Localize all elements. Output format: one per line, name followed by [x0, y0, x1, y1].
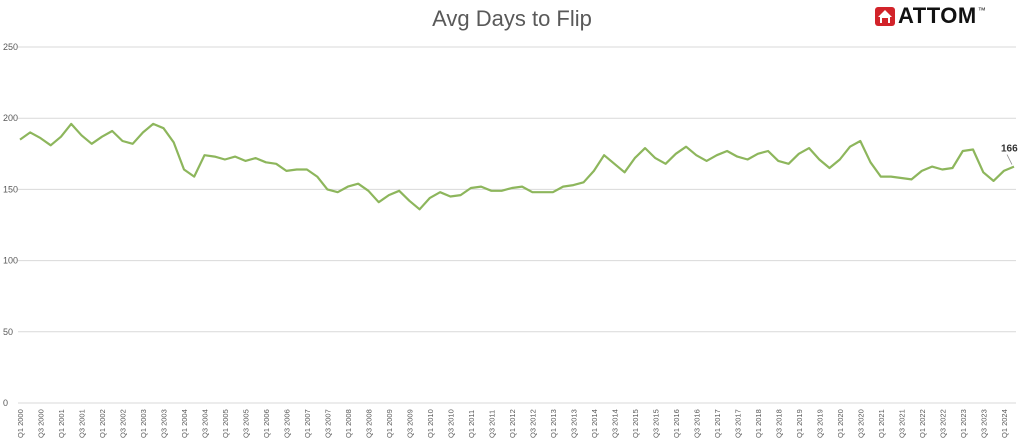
y-tick-label: 0: [3, 398, 8, 408]
x-tick-label: Q3 2001: [77, 409, 86, 438]
x-tick-label: Q3 2011: [487, 410, 496, 438]
x-tick-label: Q3 2006: [282, 409, 291, 438]
x-axis-ticks: Q1 2000 Q3 2000 Q1 2001 Q3 2001 Q1 2002 Q3 20…: [16, 409, 1009, 438]
y-tick-label: 100: [3, 256, 18, 266]
x-tick-label: Q1 2013: [549, 409, 558, 438]
x-tick-label: Q1 2014: [590, 409, 599, 438]
x-tick-label: Q3 2012: [528, 409, 537, 438]
series-line: [19, 122, 1015, 211]
y-tick-label: 200: [3, 113, 18, 123]
attom-house-icon: [875, 7, 895, 26]
x-tick-label: Q3 2002: [118, 409, 127, 438]
x-tick-label: Q1 2007: [303, 409, 312, 438]
y-axis-ticks: 0 50 100 150 200 250: [3, 42, 18, 408]
y-tick-label: 250: [3, 42, 18, 52]
x-tick-label: Q3 2003: [159, 409, 168, 438]
data-label-leader: [1006, 154, 1013, 165]
x-tick-label: Q3 2022: [938, 409, 947, 438]
x-tick-label: Q1 2009: [385, 409, 394, 438]
x-tick-label: Q1 2016: [672, 409, 681, 438]
x-tick-label: Q3 2010: [446, 409, 455, 438]
x-tick-label: Q1 2012: [508, 409, 517, 438]
x-tick-label: Q1 2000: [16, 409, 25, 438]
x-tick-label: Q3 2017: [733, 409, 742, 438]
x-tick-label: Q3 2020: [856, 409, 865, 438]
x-tick-label: Q1 2024: [1000, 409, 1009, 438]
chart-title: Avg Days to Flip: [432, 6, 592, 31]
x-tick-label: Q1 2015: [631, 409, 640, 438]
x-tick-label: Q3 2004: [200, 409, 209, 438]
x-tick-label: Q1 2010: [426, 409, 435, 438]
attom-logo: ATTOM ™: [874, 3, 986, 29]
x-tick-label: Q1 2004: [180, 409, 189, 438]
x-tick-label: Q3 2014: [610, 409, 619, 438]
y-tick-label: 150: [3, 184, 18, 194]
x-tick-label: Q3 2016: [692, 409, 701, 438]
x-tick-label: Q3 2021: [897, 409, 906, 438]
x-tick-label: Q3 2000: [36, 409, 45, 438]
x-tick-label: Q1 2002: [98, 409, 107, 438]
x-tick-label: Q1 2020: [836, 409, 845, 438]
logo-trademark: ™: [977, 5, 986, 15]
x-tick-label: Q1 2003: [139, 409, 148, 438]
x-tick-label: Q1 2021: [877, 409, 886, 438]
x-tick-label: Q1 2006: [262, 409, 271, 438]
x-tick-label: Q3 2013: [569, 409, 578, 438]
x-tick-label: Q3 2007: [323, 409, 332, 438]
x-tick-label: Q1 2019: [795, 409, 804, 438]
x-tick-label: Q1 2011: [467, 410, 476, 438]
x-tick-label: Q3 2005: [241, 409, 250, 438]
x-tick-label: Q1 2023: [959, 409, 968, 438]
x-tick-label: Q1 2018: [754, 409, 763, 438]
data-labels: 166: [1001, 144, 1018, 165]
gridlines: [18, 46, 1016, 404]
x-tick-label: Q3 2018: [774, 409, 783, 438]
x-tick-label: Q3 2009: [405, 409, 414, 438]
x-tick-label: Q3 2008: [364, 409, 373, 438]
y-tick-label: 50: [3, 327, 13, 337]
x-tick-label: Q3 2015: [651, 409, 660, 438]
x-tick-label: Q1 2022: [918, 409, 927, 438]
x-tick-label: Q1 2008: [344, 409, 353, 438]
data-label: 166: [1001, 144, 1018, 155]
x-tick-label: Q1 2005: [221, 409, 230, 438]
logo-text: ATTOM: [898, 3, 977, 28]
x-tick-label: Q1 2001: [57, 409, 66, 438]
x-tick-label: Q3 2023: [979, 409, 988, 438]
x-tick-label: Q1 2017: [713, 409, 722, 438]
x-tick-label: Q3 2019: [815, 409, 824, 438]
